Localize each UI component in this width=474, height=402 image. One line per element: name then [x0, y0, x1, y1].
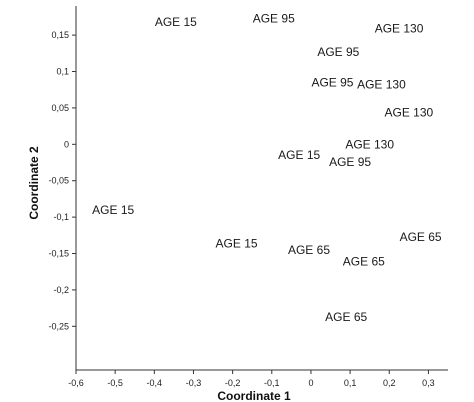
point-label: AGE 130 [357, 78, 406, 92]
y-tick-label: -0,1 [53, 212, 69, 222]
point-label: AGE 95 [317, 45, 359, 59]
point-label: AGE 130 [345, 137, 394, 151]
x-tick-label: -0,4 [147, 378, 163, 388]
point-label: AGE 15 [216, 236, 258, 250]
x-tick-label: -0,3 [186, 378, 202, 388]
point-label: AGE 15 [92, 203, 134, 217]
point-label: AGE 15 [155, 15, 197, 29]
x-tick-label: 0,2 [383, 378, 396, 388]
point-label: AGE 65 [400, 230, 442, 244]
x-axis-title: Coordinate 1 [217, 389, 291, 402]
point-label: AGE 65 [343, 255, 385, 269]
y-tick-label: -0,15 [48, 249, 69, 259]
y-tick-label: -0,25 [48, 321, 69, 331]
ticks: -0,6 -0,5 -0,4 -0,3 -0,2 -0,1 0 0,1 0,2 0,3 0,15 0,… [48, 30, 434, 388]
point-label: AGE 95 [311, 75, 353, 89]
y-tick-label: 0,15 [51, 30, 69, 40]
point-label: AGE 130 [384, 105, 433, 119]
x-tick-label: -0,2 [225, 378, 241, 388]
point-label: AGE 15 [278, 148, 320, 162]
x-tick-label: -0,6 [68, 378, 84, 388]
point-labels: AGE 15 AGE 95 AGE 130 AGE 95 AGE 95 AGE 130 AG… [92, 11, 442, 323]
y-tick-label: -0,05 [48, 176, 69, 186]
y-tick-label: 0,1 [56, 67, 69, 77]
point-label: AGE 65 [325, 310, 367, 324]
y-tick-label: 0,05 [51, 103, 69, 113]
y-tick-label: -0,2 [53, 285, 69, 295]
x-tick-label: 0 [308, 378, 313, 388]
x-tick-label: -0,5 [107, 378, 123, 388]
y-axis-title: Coordinate 2 [27, 146, 41, 220]
y-tick-label: 0 [64, 139, 69, 149]
point-label: AGE 130 [375, 22, 424, 36]
point-label: AGE 95 [329, 155, 371, 169]
x-tick-label: 0,1 [344, 378, 357, 388]
x-tick-label: -0,1 [264, 378, 280, 388]
point-label: AGE 95 [253, 11, 295, 25]
x-tick-label: 0,3 [422, 378, 435, 388]
axes [75, 6, 448, 371]
point-label: AGE 65 [288, 243, 330, 257]
